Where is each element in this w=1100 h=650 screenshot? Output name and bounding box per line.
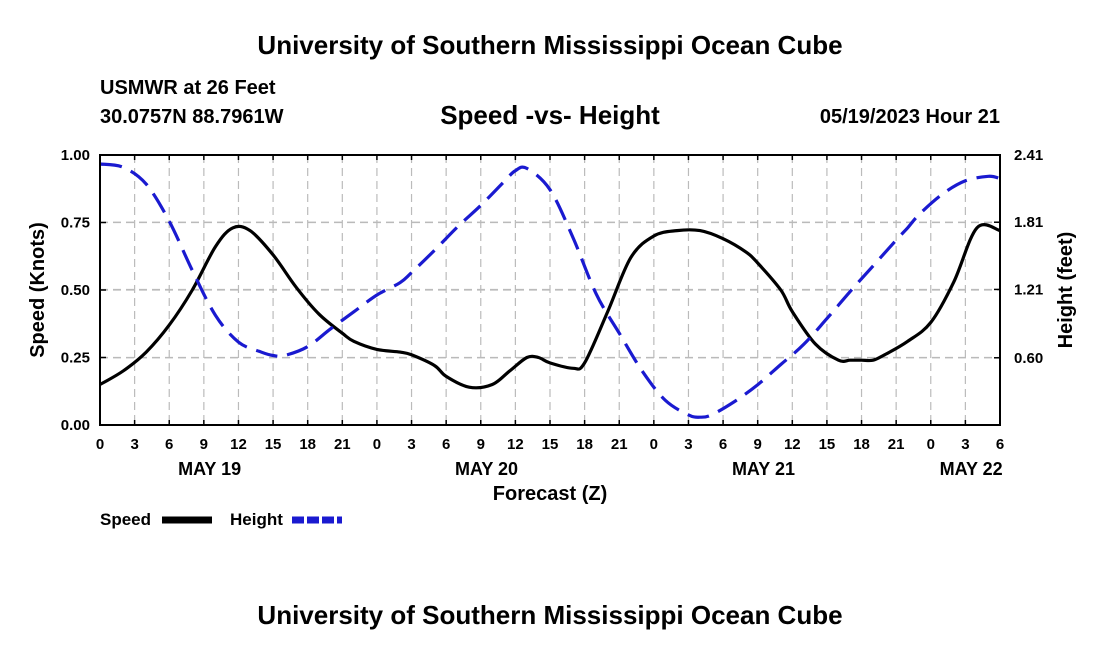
y2-tick-label: 2.41 <box>1014 147 1043 164</box>
y-tick-label: 1.00 <box>61 147 90 164</box>
footer-title: University of Southern Mississippi Ocean… <box>257 600 843 630</box>
chart-subtitle: Speed -vs- Height <box>440 100 660 130</box>
y-axis-label-height: Height (feet) <box>1055 232 1077 349</box>
x-tick-label: 9 <box>200 436 208 453</box>
x-tick-label: 6 <box>996 436 1004 453</box>
y2-tick-label: 0.60 <box>1014 350 1043 367</box>
legend: Speed Height <box>100 510 342 529</box>
x-tick-label: 15 <box>819 436 836 453</box>
station-label: USMWR at 26 Feet <box>100 77 276 99</box>
x-tick-label: 3 <box>961 436 969 453</box>
x-tick-label: 0 <box>96 436 104 453</box>
x-tick-label: 6 <box>719 436 727 453</box>
legend-label-height: Height <box>230 510 283 529</box>
x-tick-label: 6 <box>165 436 173 453</box>
x-axis-label: Forecast (Z) <box>493 483 607 505</box>
x-tick-label: 15 <box>542 436 559 453</box>
x-tick-label: 12 <box>230 436 247 453</box>
y2-tick-label: 1.81 <box>1014 214 1043 231</box>
y-tick-label: 0.00 <box>61 417 90 434</box>
chart-main-title: University of Southern Mississippi Ocean… <box>257 30 843 60</box>
y-tick-label: 0.25 <box>61 350 90 367</box>
x-tick-label: 18 <box>853 436 870 453</box>
x-tick-label: 12 <box>507 436 524 453</box>
station-coordinates: 30.0757N 88.7961W <box>100 106 284 128</box>
y-axis-label-speed: Speed (Knots) <box>27 222 49 358</box>
date-label: MAY 20 <box>455 459 518 479</box>
gridlines <box>100 154 1000 425</box>
x-tick-label: 18 <box>299 436 316 453</box>
x-tick-label: 18 <box>576 436 593 453</box>
x-tick-label: 21 <box>334 436 351 453</box>
date-label: MAY 21 <box>732 459 795 479</box>
axis-ticks: 0 3 6 9 12 15 18 21 0 3 6 9 12 15 18 21 0 3 6 9 12 15 18 21 0 3 6 0… <box>61 147 1043 479</box>
x-tick-label: 6 <box>442 436 450 453</box>
x-tick-label: 0 <box>650 436 658 453</box>
legend-label-speed: Speed <box>100 510 151 529</box>
forecast-datetime: 05/19/2023 Hour 21 <box>819 106 1000 128</box>
date-label: MAY 19 <box>178 459 241 479</box>
x-tick-label: 21 <box>611 436 628 453</box>
x-tick-label: 0 <box>373 436 381 453</box>
x-tick-label: 3 <box>407 436 415 453</box>
x-tick-label: 12 <box>784 436 801 453</box>
speed-series-line <box>99 223 1001 390</box>
height-series-line <box>99 162 1001 419</box>
series-lines <box>99 162 1001 419</box>
x-tick-label: 9 <box>754 436 762 453</box>
x-tick-label: 21 <box>888 436 905 453</box>
x-tick-label: 9 <box>477 436 485 453</box>
x-tick-label: 15 <box>265 436 282 453</box>
y2-tick-label: 1.21 <box>1014 281 1043 298</box>
y-tick-label: 0.75 <box>61 215 90 232</box>
x-tick-label: 3 <box>130 436 138 453</box>
x-tick-label: 0 <box>927 436 935 453</box>
x-tick-label: 3 <box>684 436 692 453</box>
y-tick-label: 0.50 <box>61 282 90 299</box>
date-label: MAY 22 <box>940 459 1003 479</box>
